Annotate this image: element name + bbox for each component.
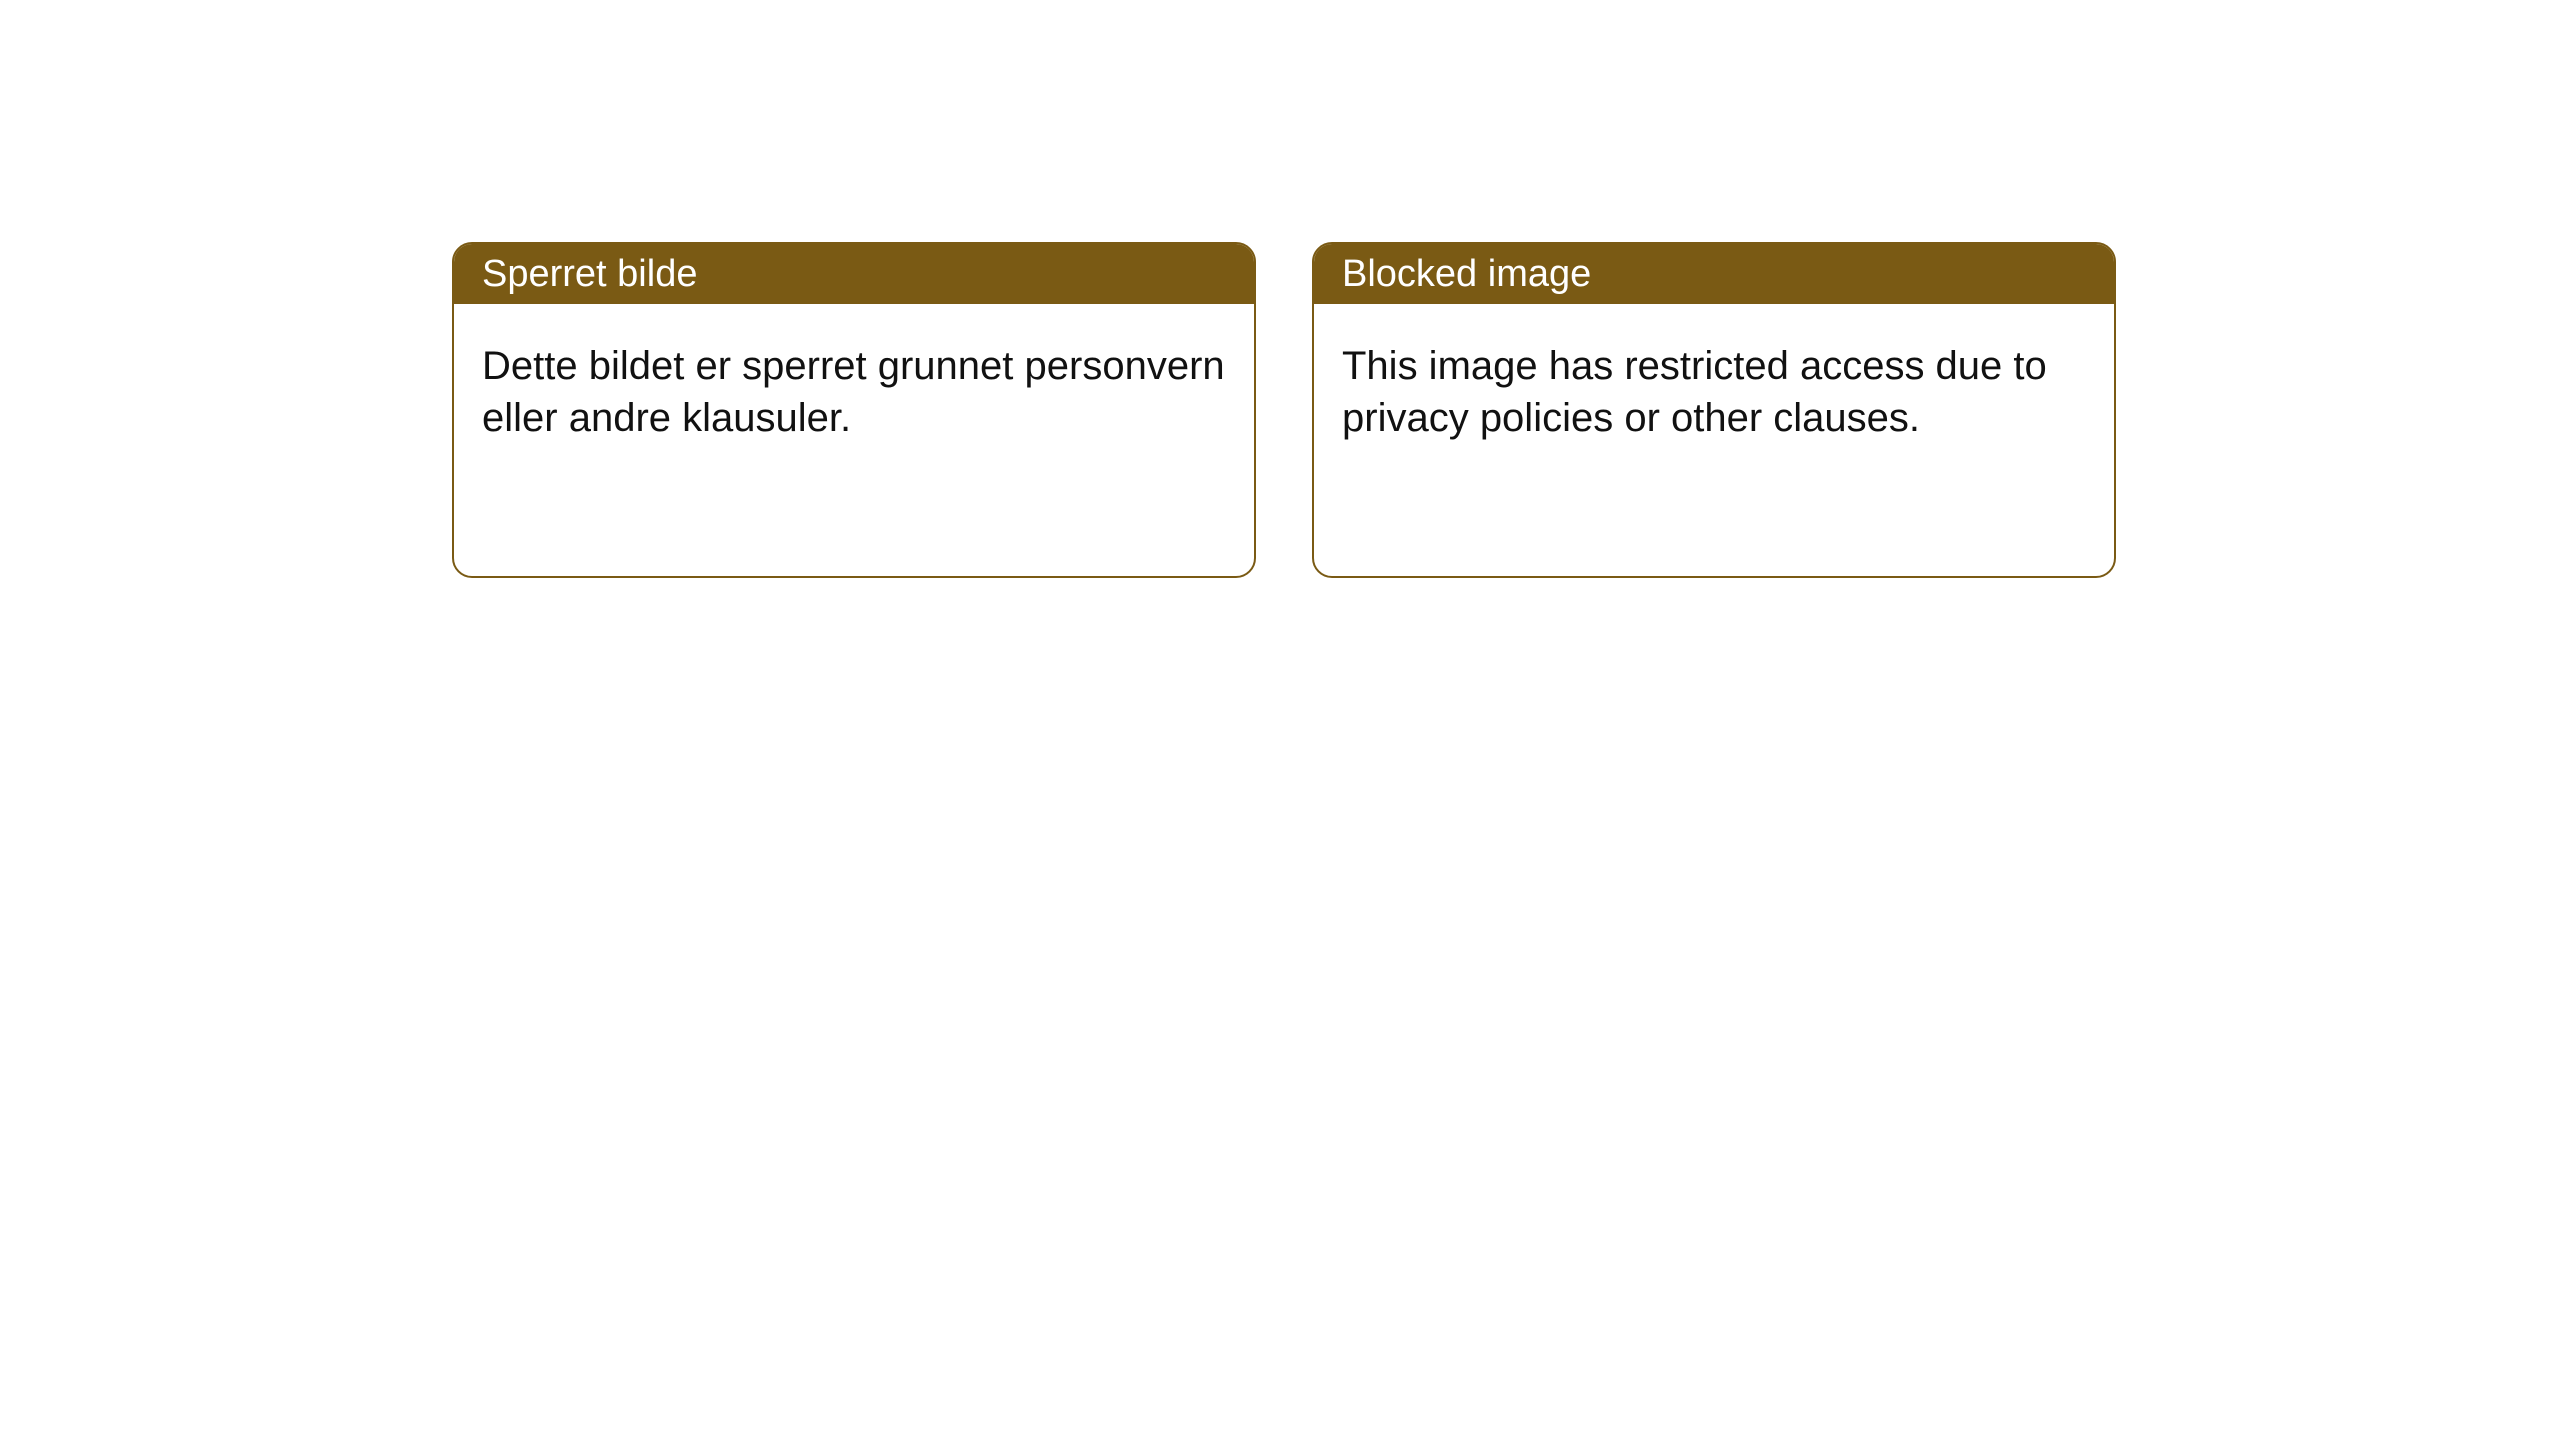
card-message-en: This image has restricted access due to … xyxy=(1342,344,2047,440)
card-message-no: Dette bildet er sperret grunnet personve… xyxy=(482,344,1225,440)
blocked-image-cards: Sperret bilde Dette bildet er sperret gr… xyxy=(452,242,2116,578)
card-body-no: Dette bildet er sperret grunnet personve… xyxy=(454,304,1254,480)
card-title-en: Blocked image xyxy=(1342,253,1591,296)
card-header-no: Sperret bilde xyxy=(454,244,1254,304)
card-body-en: This image has restricted access due to … xyxy=(1314,304,2114,480)
card-header-en: Blocked image xyxy=(1314,244,2114,304)
blocked-image-card-no: Sperret bilde Dette bildet er sperret gr… xyxy=(452,242,1256,578)
blocked-image-card-en: Blocked image This image has restricted … xyxy=(1312,242,2116,578)
card-title-no: Sperret bilde xyxy=(482,253,697,296)
